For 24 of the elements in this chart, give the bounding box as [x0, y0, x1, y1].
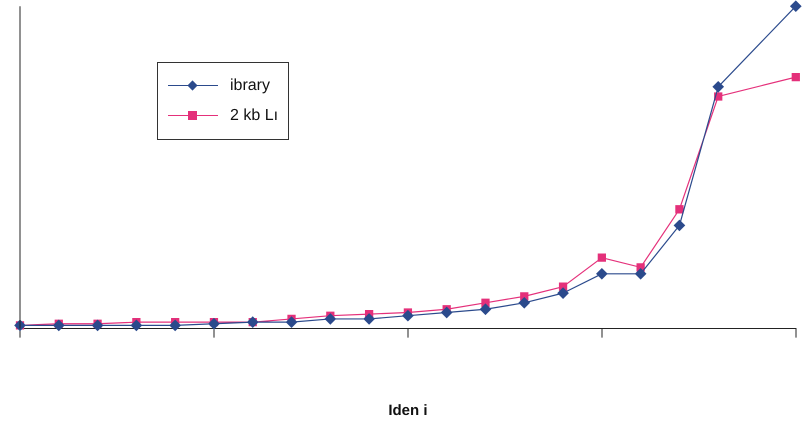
x-axis-title: Iden i	[388, 402, 428, 420]
point	[441, 306, 452, 318]
point	[324, 313, 336, 325]
point	[402, 310, 414, 322]
point	[130, 320, 142, 331]
point	[635, 268, 646, 280]
point	[790, 0, 802, 12]
point	[675, 205, 684, 214]
point	[480, 304, 492, 315]
point	[170, 320, 181, 331]
point	[792, 72, 800, 82]
legend-label: 2 kb Lı	[230, 107, 278, 125]
point	[518, 297, 530, 308]
point	[712, 81, 724, 92]
point	[364, 313, 375, 325]
point	[53, 320, 64, 331]
point	[596, 268, 608, 280]
point	[286, 316, 298, 328]
point	[92, 320, 104, 331]
point	[674, 220, 686, 232]
point	[557, 288, 569, 299]
point	[598, 254, 606, 262]
legend-label: ibrary	[230, 77, 270, 95]
point	[208, 318, 220, 330]
